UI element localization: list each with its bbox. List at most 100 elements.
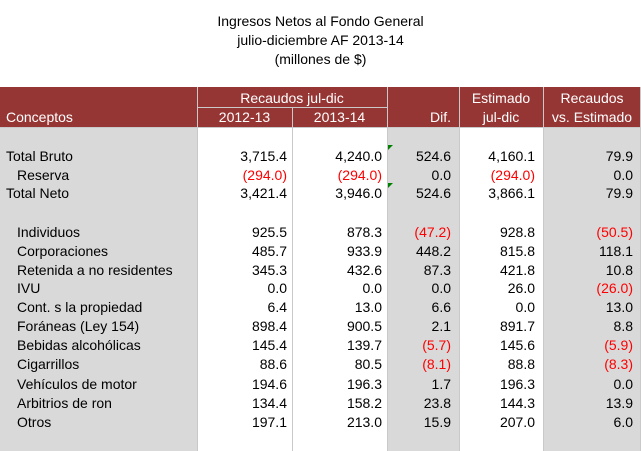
dif-cell: (47.2) — [414, 224, 451, 240]
header-recaudos-vs: Recaudos — [560, 90, 624, 106]
vs-cell: (5.9) — [604, 337, 633, 353]
y2-cell: 213.0 — [346, 414, 382, 430]
grid-line-h-header — [197, 107, 387, 108]
y1-cell: 0.0 — [267, 280, 287, 296]
y2-cell: 3,946.0 — [335, 185, 382, 201]
title-line-2: julio-diciembre AF 2013-14 — [237, 32, 404, 48]
y1-cell: (294.0) — [242, 167, 287, 183]
concepto-cell: Otros — [17, 414, 52, 430]
concepto-cell: Reserva — [17, 167, 70, 183]
vs-cell: (26.0) — [596, 280, 633, 296]
dif-cell: (5.7) — [422, 337, 451, 353]
table-row-retenida: Retenida a no residentes 345.3 432.6 87.… — [0, 261, 641, 280]
y1-cell: 194.6 — [251, 376, 287, 392]
vs-cell: 0.0 — [613, 167, 633, 183]
est-cell: 0.0 — [515, 299, 535, 315]
dif-cell: 0.0 — [431, 167, 451, 183]
dif-cell: 0.0 — [431, 280, 451, 296]
vs-cell: 8.8 — [613, 318, 633, 334]
header-recaudos: Recaudos jul-dic — [240, 90, 344, 106]
dif-cell: 524.6 — [415, 185, 451, 201]
concepto-cell: IVU — [17, 280, 41, 296]
cell-comment-marker — [388, 183, 393, 188]
y2-cell: 0.0 — [362, 280, 382, 296]
concepto-cell: Individuos — [17, 224, 81, 240]
grid-line-v2 — [292, 107, 293, 451]
vs-cell: 6.0 — [613, 414, 633, 430]
table-row-reserva: Reserva (294.0) (294.0) 0.0 (294.0) 0.0 — [0, 166, 641, 185]
header-estimado-sub: jul-dic — [482, 109, 520, 125]
y1-cell: 485.7 — [251, 243, 287, 259]
vs-cell: 10.8 — [605, 262, 633, 278]
report-title: Ingresos Netos al Fondo General julio-di… — [0, 12, 641, 69]
y1-cell: 345.3 — [251, 262, 287, 278]
concepto-cell: Total Bruto — [6, 148, 73, 164]
header-year-2013: 2013-14 — [313, 109, 366, 125]
revenue-table: Conceptos Recaudos jul-dic 2012-13 2013-… — [0, 87, 641, 451]
grid-line-v3 — [387, 87, 388, 451]
conceptos-column-bg — [0, 127, 197, 451]
est-cell: 207.0 — [499, 414, 535, 430]
concepto-cell: Vehículos de motor — [17, 376, 137, 392]
table-row-foraneas: Foráneas (Ley 154) 898.4 900.5 2.1 891.7… — [0, 317, 641, 336]
table-row-total-neto: Total Neto 3,421.4 3,946.0 524.6 3,866.1… — [0, 184, 641, 203]
dif-column-bg — [387, 127, 459, 451]
grid-line-h-top — [0, 127, 641, 128]
grid-line-v4 — [459, 87, 460, 451]
vs-cell: 13.9 — [605, 395, 633, 411]
concepto-cell: Foráneas (Ley 154) — [17, 318, 140, 334]
concepto-cell: Cont. s la propiedad — [17, 299, 143, 315]
vs-cell: 79.9 — [605, 148, 633, 164]
concepto-cell: Arbitrios de ron — [17, 395, 112, 411]
concepto-cell: Retenida a no residentes — [17, 262, 173, 278]
y1-cell: 197.1 — [251, 414, 287, 430]
header-conceptos: Conceptos — [6, 109, 73, 125]
table-row-propiedad: Cont. s la propiedad 6.4 13.0 6.6 0.0 13… — [0, 298, 641, 317]
est-cell: 3,866.1 — [488, 185, 535, 201]
grid-line-v5 — [543, 87, 544, 451]
table-row-bebidas: Bebidas alcohólicas 145.4 139.7 (5.7) 14… — [0, 336, 641, 355]
dif-cell: 6.6 — [431, 299, 451, 315]
est-cell: 196.3 — [499, 376, 535, 392]
dif-cell: 524.6 — [415, 148, 451, 164]
concepto-cell: Corporaciones — [17, 243, 109, 259]
table-header: Conceptos Recaudos jul-dic 2012-13 2013-… — [0, 87, 641, 127]
y1-cell: 898.4 — [251, 318, 287, 334]
y1-cell: 88.6 — [259, 356, 287, 372]
header-dif: Dif. — [430, 109, 451, 125]
est-cell: 4,160.1 — [488, 148, 535, 164]
vs-cell: 13.0 — [605, 299, 633, 315]
table-row-ivu: IVU 0.0 0.0 0.0 26.0 (26.0) — [0, 279, 641, 298]
vs-cell: 0.0 — [613, 376, 633, 392]
est-cell: 144.3 — [499, 395, 535, 411]
dif-cell: 87.3 — [423, 262, 451, 278]
y1-cell: 134.4 — [251, 395, 287, 411]
y1-cell: 3,421.4 — [240, 185, 287, 201]
table-row-corporaciones: Corporaciones 485.7 933.9 448.2 815.8 11… — [0, 242, 641, 261]
y2-cell: 13.0 — [354, 299, 382, 315]
est-cell: 145.6 — [499, 337, 535, 353]
est-cell: 88.8 — [507, 356, 535, 372]
concepto-cell: Total Neto — [6, 185, 70, 201]
grid-line-v1 — [197, 87, 198, 451]
header-year-2012: 2012-13 — [218, 109, 271, 125]
table-row-individuos: Individuos 925.5 878.3 (47.2) 928.8 (50.… — [0, 223, 641, 242]
header-recaudos-vs-sub: vs. Estimado — [551, 109, 633, 125]
y2-cell: 933.9 — [346, 243, 382, 259]
est-cell: 815.8 — [499, 243, 535, 259]
y2-cell: 432.6 — [346, 262, 382, 278]
vs-cell: 79.9 — [605, 185, 633, 201]
vs-column-bg — [543, 127, 641, 451]
vs-cell: 118.1 — [599, 243, 633, 259]
dif-cell: 2.1 — [431, 318, 451, 334]
est-cell: 891.7 — [499, 318, 535, 334]
dif-cell: 15.9 — [423, 414, 451, 430]
y2-cell: (294.0) — [337, 167, 382, 183]
table-row-total-bruto: Total Bruto 3,715.4 4,240.0 524.6 4,160.… — [0, 147, 641, 166]
dif-cell: (8.1) — [422, 356, 451, 372]
est-cell: (294.0) — [490, 167, 535, 183]
concepto-cell: Cigarrillos — [17, 356, 80, 372]
est-cell: 26.0 — [507, 280, 535, 296]
est-cell: 421.8 — [499, 262, 535, 278]
y2-cell: 878.3 — [346, 224, 382, 240]
